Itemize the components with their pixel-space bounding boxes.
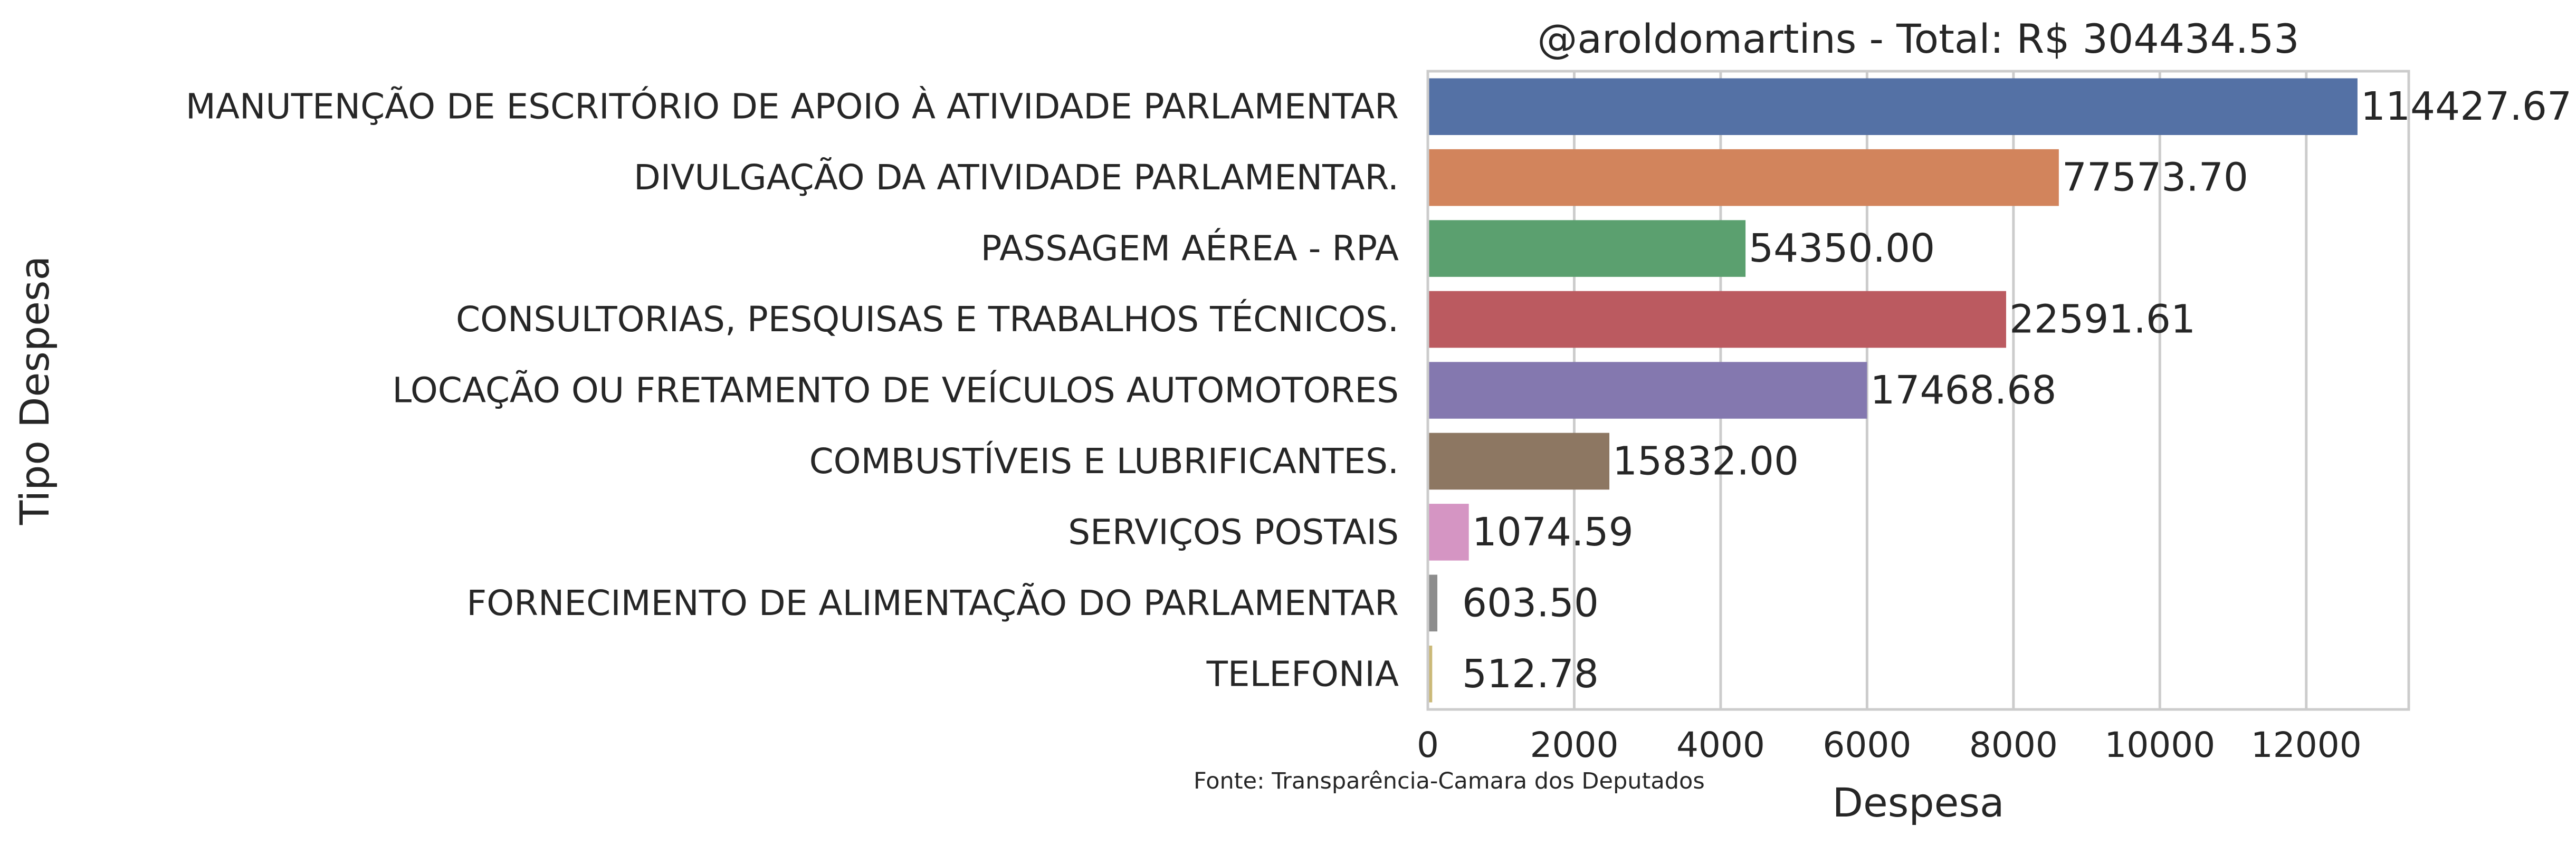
category-label: MANUTENÇÃO DE ESCRITÓRIO DE APOIO À ATIV… [186,87,1399,127]
y-axis-label: Tipo Despesa [11,256,58,525]
value-label: 114427.67 [2361,84,2572,129]
bars [1428,78,2358,703]
x-tick-label: 10000 [2104,725,2215,765]
category-label: PASSAGEM AÉREA - RPA [981,228,1399,269]
value-label: 512.78 [1462,651,1599,697]
bar [1428,646,1433,703]
value-label: 1074.59 [1472,510,1634,555]
bar [1428,433,1610,490]
x-tick-label: 4000 [1676,725,1765,765]
x-tick-label: 12000 [2251,725,2362,765]
x-tick-labels: 0 2000 4000 6000 8000 10000 12000 [1417,725,2362,765]
x-tick-label: 0 [1417,725,1439,765]
value-label: 77573.70 [2062,155,2248,200]
value-label: 17468.68 [1870,368,2056,413]
category-label: CONSULTORIAS, PESQUISAS E TRABALHOS TÉCN… [456,299,1399,340]
bar [1428,78,2358,135]
value-label: 22591.61 [2009,297,2196,342]
category-label: COMBUSTÍVEIS E LUBRIFICANTES. [809,440,1399,482]
x-tick-label: 8000 [1969,725,2058,765]
source-note: Fonte: Transparência-Camara dos Deputado… [1194,768,1705,794]
category-label: SERVIÇOS POSTAIS [1068,512,1399,552]
chart-title: @aroldomartins - Total: R$ 304434.53 [1537,15,2299,62]
bar [1428,220,1746,277]
value-label: 15832.00 [1613,438,1799,484]
bar [1428,504,1469,561]
category-label: TELEFONIA [1206,654,1399,694]
category-labels: MANUTENÇÃO DE ESCRITÓRIO DE APOIO À ATIV… [186,87,1399,695]
x-tick-label: 2000 [1530,725,1618,765]
category-label: LOCAÇÃO OU FRETAMENTO DE VEÍCULOS AUTOMO… [392,370,1399,411]
x-tick-label: 6000 [1823,725,1911,765]
value-label: 54350.00 [1749,226,1935,271]
bar [1428,291,2006,348]
category-label: FORNECIMENTO DE ALIMENTAÇÃO DO PARLAMENT… [466,583,1399,623]
x-axis-label: Despesa [1832,779,2004,826]
category-label: DIVULGAÇÃO DA ATIVIDADE PARLAMENTAR. [634,157,1399,198]
value-label: 603.50 [1462,580,1599,626]
bar [1428,149,2059,206]
bar [1428,362,1867,419]
plot-frame [1426,70,2410,711]
value-labels: 114427.67 77573.70 54350.00 22591.61 17468.6… [1462,84,2572,697]
bar [1428,574,1438,632]
